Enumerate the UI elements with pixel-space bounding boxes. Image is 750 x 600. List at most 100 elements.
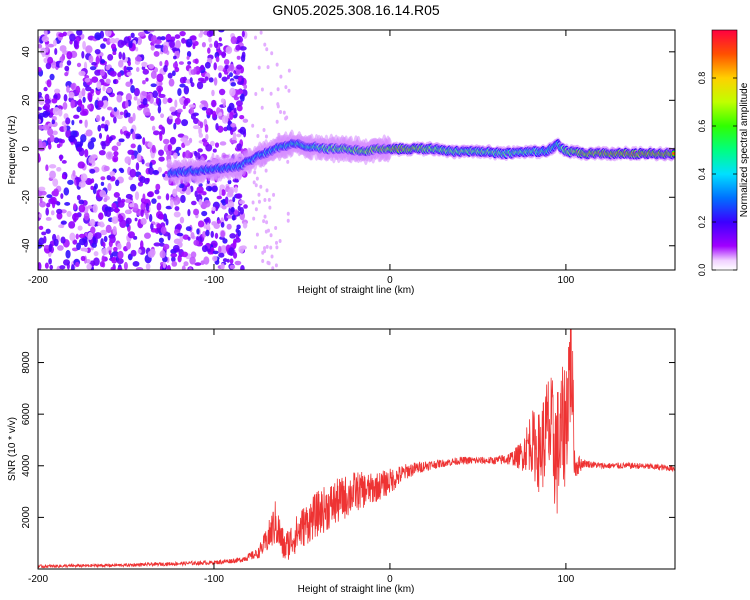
noise-blob (100, 176, 106, 181)
noise-blob (47, 43, 55, 48)
noise-blob (200, 100, 208, 105)
noise-blob (124, 156, 132, 164)
noise-blob (41, 35, 49, 43)
noise-blob (51, 119, 56, 125)
noise-blob (174, 66, 180, 73)
noise-blob (214, 232, 219, 239)
noise-blob (160, 113, 165, 119)
noise-blob (152, 130, 160, 136)
noise-blob (76, 146, 83, 152)
noise-blob (83, 212, 90, 221)
noise-blob (87, 104, 92, 110)
noise-blob (73, 114, 80, 119)
noise-blob (158, 87, 162, 97)
noise-blob (229, 264, 236, 270)
noise-blob (154, 39, 162, 45)
noise-blob (226, 214, 233, 219)
noise-blob (154, 44, 162, 49)
noise-blob (101, 255, 106, 264)
noise-blob (116, 243, 122, 250)
noise-blob (242, 118, 249, 123)
noise-blob (147, 30, 155, 33)
noise-blob (140, 209, 144, 218)
noise-blob (155, 183, 161, 191)
noise-blob (77, 98, 83, 108)
noise-blob (183, 261, 189, 267)
noise-blob (136, 153, 142, 162)
noise-blob (286, 159, 290, 164)
noise-blob (49, 73, 55, 81)
noise-blob (215, 56, 220, 63)
noise-blob (44, 93, 50, 101)
noise-blob (211, 221, 217, 226)
noise-blob (236, 133, 242, 138)
noise-blob (269, 245, 273, 250)
noise-blob (237, 76, 242, 82)
noise-blob (111, 250, 119, 257)
noise-blob (174, 206, 180, 211)
noise-blob (88, 55, 94, 63)
noise-blob (187, 61, 192, 65)
noise-blob (227, 188, 234, 196)
noise-blob (126, 71, 132, 76)
snr-y-axis: 2000 4000 6000 8000 (21, 351, 675, 529)
noise-blob (91, 61, 97, 66)
noise-blob (105, 78, 111, 84)
noise-blob (106, 106, 113, 111)
noise-blob (201, 210, 208, 217)
x-tick-label: 0 (387, 574, 393, 585)
noise-blob (63, 187, 70, 196)
noise-blob (43, 235, 47, 244)
noise-blob (113, 79, 117, 84)
noise-blob (40, 47, 47, 55)
noise-blob (240, 265, 245, 270)
noise-blob (177, 254, 182, 263)
noise-blob (119, 111, 124, 116)
noise-blob (230, 139, 238, 144)
noise-blob (137, 144, 142, 154)
noise-blob (262, 128, 266, 133)
noise-blob (66, 60, 72, 66)
noise-blob (272, 192, 276, 197)
noise-blob (215, 123, 219, 131)
noise-blob (118, 138, 125, 143)
noise-blob (161, 126, 166, 135)
noise-blob (108, 240, 113, 248)
noise-blob (229, 72, 233, 78)
noise-blob (217, 125, 224, 133)
noise-blob (216, 195, 222, 200)
noise-blob (287, 68, 291, 73)
noise-blob (134, 56, 142, 62)
noise-blob (87, 92, 93, 102)
noise-blob (210, 230, 214, 238)
noise-blob (153, 51, 160, 57)
noise-blob (113, 150, 119, 157)
noise-blob (142, 137, 146, 146)
noise-blob (135, 266, 144, 270)
noise-blob (38, 43, 43, 49)
spectrogram-x-label: Height of straight line (km) (298, 285, 415, 296)
noise-blob (265, 47, 269, 52)
noise-blob (121, 198, 126, 203)
noise-blob (192, 43, 196, 50)
noise-blob (80, 134, 87, 143)
noise-blob (91, 242, 97, 248)
noise-blob (162, 261, 166, 269)
noise-blob (130, 84, 135, 94)
noise-blob (103, 235, 108, 243)
noise-blob (85, 129, 93, 137)
noise-blob (99, 190, 107, 198)
noise-blob (134, 191, 140, 201)
noise-blob (50, 210, 55, 216)
noise-blob (212, 255, 218, 262)
noise-blob (242, 221, 248, 229)
noise-blob (251, 200, 255, 205)
noise-blob (255, 232, 259, 237)
noise-blob (159, 250, 166, 259)
x-tick-label: -200 (28, 574, 48, 585)
noise-blob (116, 114, 123, 120)
noise-blob (67, 179, 74, 185)
noise-blob (84, 248, 89, 253)
noise-blob (191, 200, 197, 206)
noise-blob (220, 230, 226, 238)
